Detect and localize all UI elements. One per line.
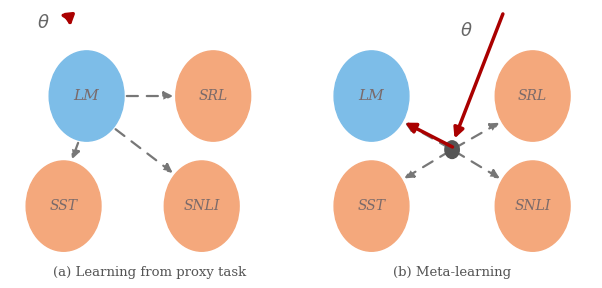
Text: SRL: SRL	[518, 89, 547, 103]
Text: $\theta$: $\theta$	[37, 14, 50, 32]
Text: (a) Learning from proxy task: (a) Learning from proxy task	[54, 266, 247, 279]
Ellipse shape	[445, 141, 459, 158]
Text: LM: LM	[359, 89, 385, 103]
Ellipse shape	[176, 51, 250, 141]
Ellipse shape	[26, 161, 101, 251]
Ellipse shape	[495, 51, 570, 141]
Ellipse shape	[164, 161, 239, 251]
Ellipse shape	[495, 161, 570, 251]
Text: SST: SST	[358, 199, 385, 213]
Text: SNLI: SNLI	[184, 199, 220, 213]
Text: SNLI: SNLI	[515, 199, 551, 213]
Text: LM: LM	[73, 89, 99, 103]
Ellipse shape	[334, 161, 409, 251]
Text: SST: SST	[49, 199, 78, 213]
Text: $\theta$: $\theta$	[460, 22, 473, 40]
Ellipse shape	[49, 51, 124, 141]
Text: (b) Meta-learning: (b) Meta-learning	[393, 266, 511, 279]
Text: SRL: SRL	[199, 89, 228, 103]
Ellipse shape	[334, 51, 409, 141]
